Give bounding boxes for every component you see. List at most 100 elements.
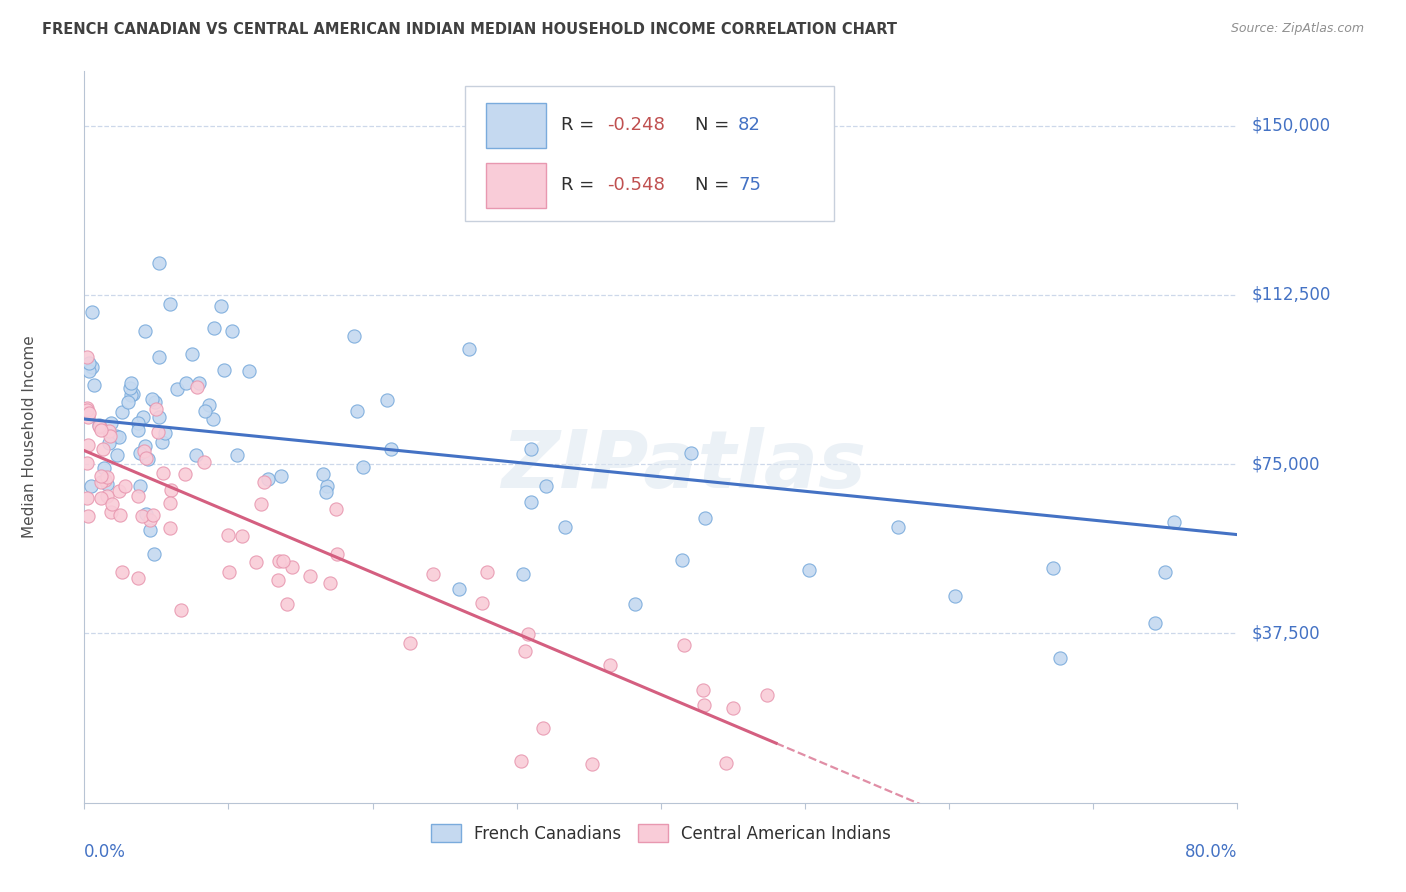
Point: [1153, 565, 1175, 579]
Point: [90, 491, 112, 505]
Point: [693, 698, 716, 712]
Point: [692, 682, 714, 697]
Point: [159, 495, 181, 509]
Point: [96, 489, 118, 503]
Point: [1143, 615, 1166, 630]
Point: [120, 382, 142, 396]
Point: [536, 478, 558, 492]
Point: [89, 419, 111, 434]
Point: [599, 657, 621, 672]
Point: [380, 442, 402, 456]
Text: Median Household Income: Median Household Income: [21, 335, 37, 539]
Point: [91, 442, 114, 456]
Point: [238, 364, 260, 378]
FancyBboxPatch shape: [465, 86, 834, 221]
Point: [471, 596, 494, 610]
Point: [132, 444, 155, 458]
Point: [153, 425, 176, 440]
Point: [315, 485, 337, 500]
Point: [77, 438, 100, 452]
Point: [181, 346, 204, 360]
Point: [159, 521, 181, 535]
Point: [148, 410, 170, 425]
Point: [98, 429, 121, 443]
Point: [82, 304, 104, 318]
Point: [245, 555, 267, 569]
Point: [90, 423, 112, 437]
Point: [201, 411, 224, 425]
Point: [352, 459, 374, 474]
Point: [209, 300, 232, 314]
Point: [100, 505, 122, 519]
Point: [76, 410, 98, 425]
Point: [693, 511, 716, 525]
Point: [509, 754, 531, 768]
Point: [127, 489, 149, 503]
Point: [531, 721, 554, 735]
Point: [128, 571, 150, 585]
Text: R =: R =: [561, 176, 599, 194]
Point: [148, 350, 170, 364]
Point: [76, 491, 98, 505]
Point: [136, 452, 159, 467]
Text: ZIPatlas: ZIPatlas: [502, 427, 866, 506]
Point: [325, 501, 347, 516]
Point: [516, 626, 538, 640]
Point: [76, 456, 98, 470]
Point: [681, 446, 703, 460]
Point: [93, 460, 115, 475]
Point: [108, 508, 131, 522]
Text: 80.0%: 80.0%: [1185, 843, 1237, 861]
Point: [97, 436, 120, 450]
Point: [945, 589, 967, 603]
Point: [89, 469, 111, 483]
Point: [218, 566, 240, 580]
Point: [458, 342, 481, 356]
Point: [76, 403, 98, 417]
Point: [108, 484, 131, 499]
Point: [105, 449, 128, 463]
Point: [128, 446, 150, 460]
Point: [143, 395, 166, 409]
Point: [325, 547, 347, 561]
Point: [1049, 650, 1071, 665]
Point: [714, 756, 737, 771]
Point: [141, 392, 163, 406]
FancyBboxPatch shape: [485, 103, 546, 148]
Point: [886, 520, 908, 534]
Point: [723, 701, 745, 715]
Point: [298, 568, 321, 582]
Point: [145, 401, 167, 416]
Point: [142, 508, 165, 522]
Point: [276, 597, 298, 611]
Point: [111, 565, 134, 579]
Point: [121, 387, 143, 401]
Point: [512, 566, 534, 581]
Point: [77, 406, 100, 420]
Legend: French Canadians, Central American Indians: French Canadians, Central American India…: [425, 817, 897, 849]
Text: 0.0%: 0.0%: [84, 843, 127, 861]
Text: R =: R =: [561, 116, 599, 134]
Text: -0.248: -0.248: [606, 116, 665, 134]
Point: [554, 519, 576, 533]
Point: [107, 429, 129, 443]
Text: $150,000: $150,000: [1251, 117, 1330, 135]
Point: [477, 565, 499, 579]
Point: [280, 559, 302, 574]
Point: [135, 450, 157, 465]
Point: [422, 566, 444, 581]
Point: [198, 398, 221, 412]
Point: [174, 376, 197, 391]
Point: [100, 416, 122, 430]
Point: [150, 435, 173, 450]
Text: N =: N =: [696, 116, 735, 134]
Point: [756, 688, 779, 702]
Point: [96, 470, 118, 484]
Point: [267, 554, 290, 568]
Point: [267, 573, 290, 587]
FancyBboxPatch shape: [485, 163, 546, 208]
Point: [315, 479, 337, 493]
Point: [104, 429, 127, 443]
Text: -0.548: -0.548: [606, 176, 665, 194]
Point: [96, 476, 118, 491]
